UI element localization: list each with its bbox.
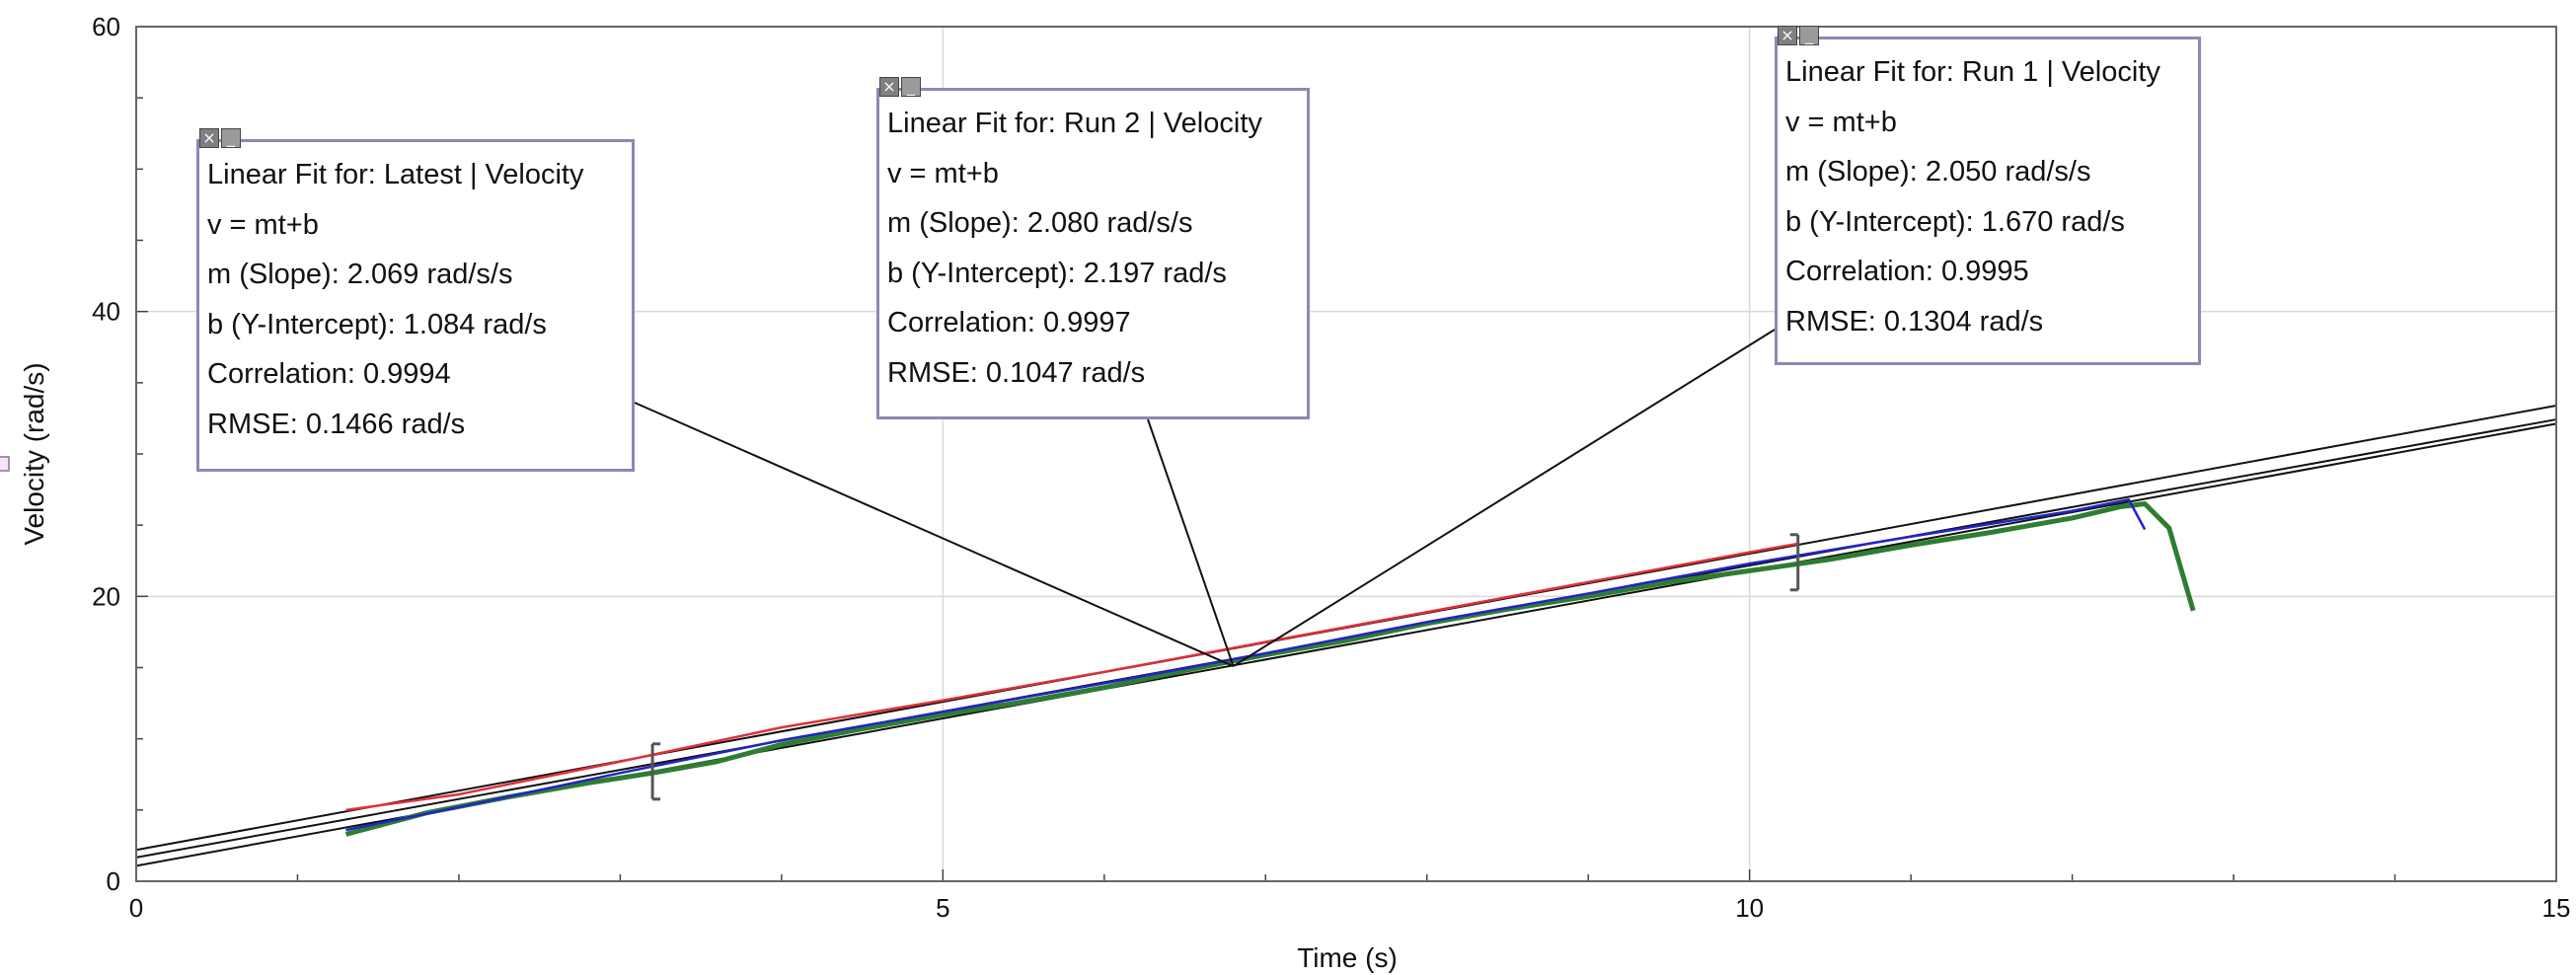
- x-axis-label: Time (s): [1297, 942, 1398, 973]
- fit-slope: m (Slope): 2.050 rad/s/s: [1785, 156, 2091, 188]
- x-tick-label: 0: [129, 893, 143, 923]
- fit-correlation: Correlation: 0.9995: [1785, 256, 2029, 287]
- fit-equation: v = mt+b: [207, 208, 319, 241]
- fit-title: Linear Fit for: Run 1 | Velocity: [1785, 56, 2160, 88]
- y-tick-label: 20: [92, 581, 120, 611]
- data-series-line: [345, 497, 2147, 832]
- fit-correlation: Correlation: 0.9997: [887, 307, 1131, 338]
- fit-intercept: b (Y-Intercept): 1.084 rad/s: [207, 308, 547, 340]
- minimize-icon[interactable]: _: [901, 77, 921, 97]
- fit-rmse: RMSE: 0.1304 rad/s: [1785, 305, 2044, 338]
- close-icon[interactable]: ×: [1778, 26, 1797, 45]
- callout-leader-line: [1233, 329, 1776, 667]
- y-tick-label: 40: [92, 297, 120, 327]
- fit-title: Linear Fit for: Latest | Velocity: [207, 159, 584, 190]
- fit-box-run-2[interactable]: × _ Linear Fit for: Run 2 | Velocity v =…: [876, 77, 1310, 419]
- callout-leader-line: [634, 402, 1234, 667]
- data-series-line: [345, 542, 1798, 812]
- fit-rmse: RMSE: 0.1047 rad/s: [887, 356, 1146, 389]
- fit-title: Linear Fit for: Run 2 | Velocity: [887, 108, 1262, 139]
- fit-correlation: Correlation: 0.9994: [207, 358, 451, 390]
- fit-slope: m (Slope): 2.069 rad/s/s: [207, 259, 513, 290]
- fit-equation: v = mt+b: [1785, 106, 1897, 138]
- x-tick-label: 5: [936, 893, 949, 923]
- fit-box-latest[interactable]: × _ Linear Fit for: Latest | Velocity v …: [196, 128, 635, 472]
- fit-box-run-1[interactable]: × _ Linear Fit for: Run 1 | Velocity v =…: [1775, 26, 2201, 365]
- minimize-icon[interactable]: _: [1799, 26, 1819, 45]
- minimize-icon[interactable]: _: [221, 128, 241, 148]
- fit-box-controls: × _: [879, 77, 921, 99]
- plot-frame: [135, 26, 2557, 882]
- fit-box-controls: × _: [199, 128, 241, 150]
- close-icon[interactable]: ×: [199, 128, 219, 148]
- fit-box-controls: × _: [1778, 26, 1819, 47]
- callout-leader-line: [1147, 418, 1235, 667]
- fit-equation: v = mt+b: [887, 157, 999, 189]
- fit-intercept: b (Y-Intercept): 2.197 rad/s: [887, 257, 1227, 289]
- y-tick-label: 0: [107, 866, 120, 896]
- fit-intercept: b (Y-Intercept): 1.670 rad/s: [1785, 205, 2125, 238]
- x-tick-label: 15: [2542, 893, 2571, 923]
- data-series-line: [344, 501, 2196, 837]
- x-tick-label: 10: [1735, 893, 1764, 923]
- close-icon[interactable]: ×: [879, 77, 899, 97]
- fit-slope: m (Slope): 2.080 rad/s/s: [887, 207, 1193, 239]
- panel-edge-handle[interactable]: [0, 456, 10, 472]
- fit-rmse: RMSE: 0.1466 rad/s: [207, 408, 466, 440]
- y-axis-label: Velocity (rad/s): [19, 362, 49, 545]
- y-tick-label: 60: [92, 12, 120, 41]
